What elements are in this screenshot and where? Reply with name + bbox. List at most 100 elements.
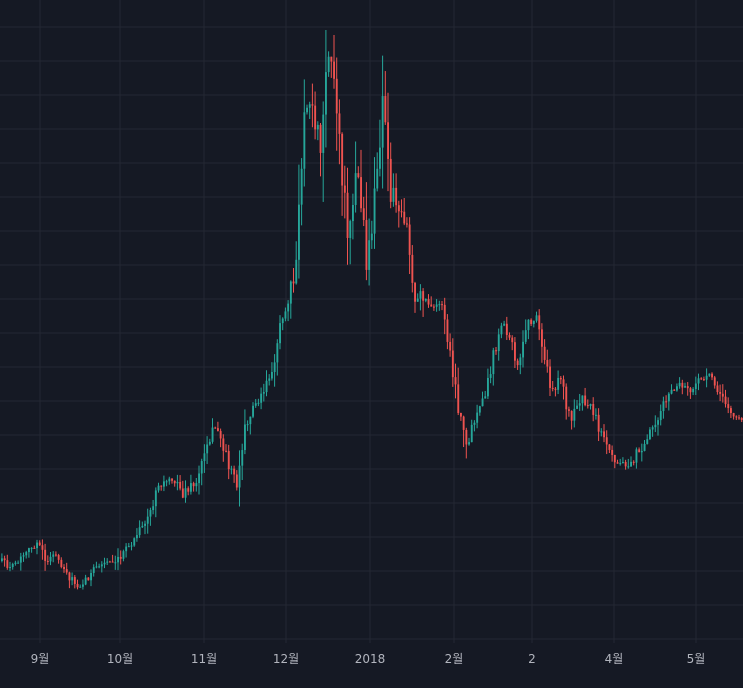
candle xyxy=(38,540,41,546)
x-tick-label: 5월 xyxy=(687,652,706,666)
candle xyxy=(111,554,114,563)
candle-body xyxy=(208,441,211,445)
candle xyxy=(254,399,257,408)
candle xyxy=(408,217,411,275)
candle-body xyxy=(508,334,511,338)
candle xyxy=(551,380,554,392)
candle-body xyxy=(79,586,82,588)
candle-body xyxy=(438,304,441,306)
candle-body xyxy=(227,450,230,470)
candle xyxy=(732,412,735,420)
candle-body xyxy=(632,461,635,463)
candle-body xyxy=(646,439,649,444)
candle xyxy=(36,539,38,555)
candle xyxy=(481,391,484,407)
candle-body xyxy=(659,411,662,421)
candle xyxy=(352,193,354,240)
candle-body xyxy=(295,259,298,284)
candle xyxy=(403,197,406,226)
x-tick-label: 11월 xyxy=(191,652,217,666)
candle xyxy=(214,426,217,429)
candle-body xyxy=(195,483,198,487)
candle-body xyxy=(257,402,260,404)
candle xyxy=(163,475,165,492)
candle-body xyxy=(497,334,500,352)
candle-body xyxy=(203,453,206,462)
candle xyxy=(592,397,595,422)
candle xyxy=(395,173,398,213)
candle-body xyxy=(362,208,365,221)
candle xyxy=(190,474,192,495)
candle xyxy=(492,347,495,386)
candle-body xyxy=(136,535,138,539)
candle-body xyxy=(144,523,146,526)
candle-body xyxy=(260,393,263,403)
candle-body xyxy=(214,427,217,429)
candle xyxy=(381,55,384,189)
candle xyxy=(427,294,430,308)
chart-grid xyxy=(0,0,743,643)
candle xyxy=(68,571,71,589)
candle-body xyxy=(338,113,341,134)
candle-body xyxy=(68,572,71,581)
candle-body xyxy=(279,323,281,344)
candle xyxy=(538,309,541,341)
candle xyxy=(578,393,581,412)
candle xyxy=(103,557,106,569)
candles-layer xyxy=(1,30,743,590)
candle-body xyxy=(233,468,236,475)
candle-body xyxy=(292,281,295,284)
candle xyxy=(219,428,222,448)
candle-body xyxy=(65,569,68,573)
candle xyxy=(28,547,30,558)
candle xyxy=(433,304,435,311)
x-tick-label: 10월 xyxy=(107,652,133,666)
candle xyxy=(141,521,144,529)
candle xyxy=(543,339,546,365)
candle-body xyxy=(206,444,209,454)
candle-body xyxy=(109,561,111,563)
candle xyxy=(262,383,265,402)
candle-body xyxy=(711,373,713,378)
candle xyxy=(673,388,676,391)
candle xyxy=(122,549,125,562)
candle xyxy=(622,457,624,464)
candle-body xyxy=(435,304,438,307)
candle xyxy=(522,330,524,368)
candle-body xyxy=(395,187,398,206)
candle-body xyxy=(9,567,11,569)
candle xyxy=(422,288,425,317)
candle xyxy=(392,173,395,207)
candle-body xyxy=(181,488,184,498)
candle xyxy=(470,419,473,443)
candle-body xyxy=(190,483,192,492)
candle-body xyxy=(200,461,203,474)
candle-body xyxy=(649,429,651,440)
candle xyxy=(300,158,303,226)
candle-body xyxy=(662,401,665,412)
candle-body xyxy=(389,158,392,202)
candle xyxy=(346,167,349,265)
time-axis: 9월 10월 11월 12월 2018 2월 2 4월 5월 xyxy=(31,652,706,666)
candle xyxy=(681,379,684,395)
candle xyxy=(295,241,298,285)
candle xyxy=(114,555,117,570)
candle-body xyxy=(397,205,400,212)
candle-body xyxy=(468,442,470,445)
candle xyxy=(632,460,635,466)
candle-body xyxy=(681,382,684,388)
candle-body xyxy=(381,96,384,148)
candle-body xyxy=(168,478,171,482)
candle xyxy=(613,454,616,469)
candle-body xyxy=(719,392,722,394)
candle-body xyxy=(349,221,352,238)
candle-body xyxy=(55,554,57,556)
candle-body xyxy=(514,342,516,361)
candle xyxy=(546,349,549,373)
candle xyxy=(508,332,511,341)
candle xyxy=(303,79,306,187)
candle-body xyxy=(25,552,28,556)
candle xyxy=(338,99,341,165)
